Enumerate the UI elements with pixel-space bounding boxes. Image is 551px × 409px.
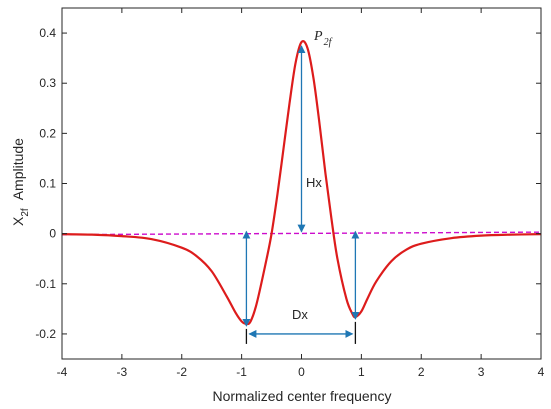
peak-annotation: P2f bbox=[313, 29, 333, 48]
peak-annotation-main: P bbox=[313, 29, 323, 44]
x-tick-label: -3 bbox=[117, 365, 128, 379]
axes-layer: -4 -3 -2 -1 0 1 2 3 4 -0.2 -0.1 0 0.1 0.2 0.3 0.4 bbox=[35, 7, 545, 379]
x-tick-label: -4 bbox=[57, 365, 68, 379]
y-axis-title-suffix: Amplitude bbox=[10, 138, 26, 200]
y-axis-title: X2f Amplitude bbox=[10, 138, 31, 226]
x-axis-title: Normalized center frequency bbox=[213, 388, 392, 404]
series-layer bbox=[61, 40, 542, 326]
y-tick-label: 0.4 bbox=[39, 26, 56, 40]
x-tick-label: 3 bbox=[478, 365, 485, 379]
y-axis-title-main: X bbox=[10, 216, 26, 226]
y-tick-label: 0.1 bbox=[39, 177, 56, 191]
y-tick-label: -0.1 bbox=[35, 277, 56, 291]
height-annotation-label: Hx bbox=[306, 175, 322, 190]
x-tick-label: 1 bbox=[358, 365, 365, 379]
annotation-layer bbox=[242, 45, 360, 344]
y-tick-label: -0.2 bbox=[35, 327, 56, 341]
x-tick-label: 4 bbox=[538, 365, 545, 379]
y-tick-label: 0.2 bbox=[39, 126, 56, 140]
x-tick-label: -1 bbox=[236, 365, 247, 379]
y-tick-label: 0 bbox=[49, 227, 56, 241]
baseline-dashed-line bbox=[61, 231, 542, 236]
y-tick-label: 0.3 bbox=[39, 76, 56, 90]
distance-annotation-label: Dx bbox=[292, 307, 308, 322]
amplitude-curve-line bbox=[61, 40, 542, 326]
y-axis-title-sub: 2f bbox=[20, 208, 31, 217]
x-tick-label: 0 bbox=[298, 365, 305, 379]
x-tick-label: 2 bbox=[418, 365, 425, 379]
peak-annotation-sub: 2f bbox=[324, 37, 333, 48]
x-tick-label: -2 bbox=[176, 365, 187, 379]
